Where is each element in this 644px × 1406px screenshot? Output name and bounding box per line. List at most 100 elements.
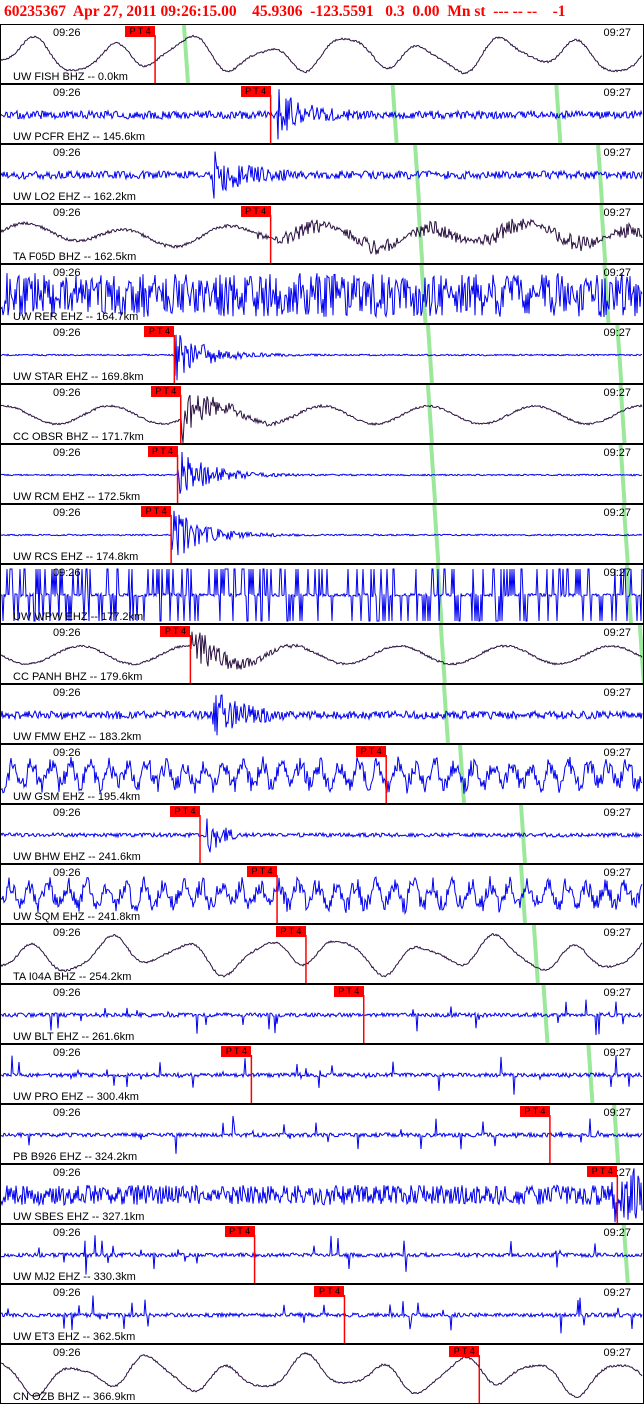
trace-plot bbox=[1, 925, 643, 983]
green-marker-line bbox=[432, 505, 441, 563]
trace-panel: 09:26 09:27 P T 4 TA F05D BHZ -- 162.5km bbox=[0, 204, 644, 264]
trace-panel: 09:26 09:27 UW RER EHZ -- 164.7km bbox=[0, 264, 644, 324]
tick-label-start: 09:26 bbox=[53, 327, 81, 339]
trace-plot bbox=[1, 1295, 643, 1343]
tick-label-end: 09:27 bbox=[603, 927, 631, 939]
trace-plot bbox=[1, 1168, 643, 1223]
tick-label-start: 09:26 bbox=[53, 1347, 81, 1359]
trace-plot bbox=[1, 1351, 643, 1403]
green-marker-line bbox=[596, 145, 605, 203]
tick-label-end: 09:27 bbox=[603, 987, 631, 999]
station-label: UW ET3 EHZ -- 362.5km bbox=[13, 1331, 136, 1343]
green-marker-line bbox=[612, 1105, 621, 1163]
station-label: PB B926 EHZ -- 324.2km bbox=[13, 1151, 138, 1163]
pick-flag: P T 4 bbox=[125, 26, 156, 37]
waveform-line bbox=[1, 273, 643, 319]
tick-label-end: 09:27 bbox=[603, 627, 631, 639]
station-label: UW PCFR EHZ -- 145.6km bbox=[13, 131, 146, 143]
pick-flag: P T 4 bbox=[333, 986, 364, 997]
tick-label-end: 09:27 bbox=[603, 267, 631, 279]
station-label: CC PANH BHZ -- 179.6km bbox=[13, 671, 143, 683]
waveform-line bbox=[1, 631, 643, 670]
tick-label-start: 09:26 bbox=[53, 1167, 81, 1179]
green-marker-line bbox=[621, 1225, 630, 1283]
seismogram-stack: 09:26 09:27 P T 4 UW FISH BHZ -- 0.0km 09:26… bbox=[0, 24, 644, 1406]
tick-label-end: 09:27 bbox=[603, 747, 631, 759]
waveform-line bbox=[1, 218, 643, 255]
tick-label-end: 09:27 bbox=[603, 1107, 631, 1119]
waveform-line bbox=[1, 875, 643, 916]
trace-panel: 09:26 09:27 P T 4 CC OBSR BHZ -- 171.7km bbox=[0, 384, 644, 444]
station-label: UW LO2 EHZ -- 162.2km bbox=[13, 191, 136, 203]
waveform-line bbox=[1, 394, 643, 443]
green-marker-line bbox=[541, 985, 550, 1043]
waveform-line bbox=[1, 999, 643, 1036]
green-marker-line bbox=[599, 205, 608, 263]
trace-plot bbox=[1, 1225, 643, 1283]
green-marker-line bbox=[618, 385, 627, 443]
trace-plot bbox=[1, 385, 643, 443]
trace-panel: 09:26 09:27 P T 4 UW STAR EHZ -- 169.8km bbox=[0, 324, 644, 384]
trace-panel: 09:26 09:27 P T 4 UW PCFR EHZ -- 145.6km bbox=[0, 84, 644, 144]
trace-panel: 09:26 09:27 P T 4 UW RCS EHZ -- 174.8km bbox=[0, 504, 644, 564]
station-label: UW FMW EHZ -- 183.2km bbox=[13, 731, 142, 743]
waveform-line bbox=[1, 933, 643, 978]
trace-plot bbox=[1, 325, 643, 383]
trace-plot bbox=[1, 565, 643, 623]
station-label: UW RCS EHZ -- 174.8km bbox=[13, 551, 139, 563]
trace-panel: 09:26 09:27 P T 4 TA I04A BHZ -- 254.2km bbox=[0, 924, 644, 984]
tick-label-end: 09:27 bbox=[603, 1227, 631, 1239]
trace-plot bbox=[1, 505, 643, 563]
trace-panel: 09:26 09:27 UW LO2 EHZ -- 162.2km bbox=[0, 144, 644, 204]
green-marker-line bbox=[554, 85, 563, 143]
tick-label-start: 09:26 bbox=[53, 267, 81, 279]
event-header: 60235367 Apr 27, 2011 09:26:15.00 45.930… bbox=[0, 0, 644, 24]
waveform-line bbox=[1, 151, 643, 199]
trace-plot bbox=[1, 205, 643, 263]
trace-plot bbox=[1, 625, 643, 683]
tick-label-start: 09:26 bbox=[53, 1287, 81, 1299]
pick-flag: P T 4 bbox=[240, 206, 271, 217]
tick-label-start: 09:26 bbox=[53, 507, 81, 519]
waveform-line bbox=[1, 818, 643, 853]
tick-label-start: 09:26 bbox=[53, 807, 81, 819]
trace-plot bbox=[1, 25, 643, 83]
waveform-line bbox=[1, 1115, 643, 1154]
pick-flag: P T 4 bbox=[160, 626, 191, 637]
trace-panel: 09:26 09:27 P T 4 UW GSM EHZ -- 195.4km bbox=[0, 744, 644, 804]
waveform-line bbox=[1, 451, 643, 494]
tick-label-start: 09:26 bbox=[53, 867, 81, 879]
station-label: UW SQM EHZ -- 241.8km bbox=[13, 911, 141, 923]
trace-plot bbox=[1, 1105, 643, 1163]
waveform-line bbox=[1, 1055, 643, 1095]
pick-flag: P T 4 bbox=[356, 746, 387, 757]
tick-label-start: 09:26 bbox=[53, 627, 81, 639]
pick-flag: P T 4 bbox=[150, 386, 181, 397]
station-label: TA I04A BHZ -- 254.2km bbox=[13, 971, 132, 983]
tick-label-end: 09:27 bbox=[603, 1287, 631, 1299]
trace-plot bbox=[1, 445, 643, 503]
pick-flag: P T 4 bbox=[314, 1286, 345, 1297]
pick-flag: P T 4 bbox=[449, 1346, 480, 1357]
green-marker-line bbox=[624, 565, 633, 623]
trace-plot bbox=[1, 265, 643, 323]
station-label: TA F05D BHZ -- 162.5km bbox=[13, 251, 137, 263]
green-marker-line bbox=[531, 925, 540, 983]
tick-label-start: 09:26 bbox=[53, 1107, 81, 1119]
station-label: UW RER EHZ -- 164.7km bbox=[13, 311, 139, 323]
station-label: CN OZB BHZ -- 366.9km bbox=[13, 1391, 136, 1403]
station-label: UW SBES EHZ -- 327.1km bbox=[13, 1211, 145, 1223]
waveform-line bbox=[1, 89, 643, 140]
tick-label-start: 09:26 bbox=[53, 87, 81, 99]
tick-label-start: 09:26 bbox=[53, 927, 81, 939]
tick-label-end: 09:27 bbox=[603, 687, 631, 699]
trace-plot bbox=[1, 985, 643, 1043]
tick-label-end: 09:27 bbox=[603, 807, 631, 819]
station-label: UW GSM EHZ -- 195.4km bbox=[13, 791, 141, 803]
tick-label-start: 09:26 bbox=[53, 1227, 81, 1239]
green-marker-line bbox=[425, 325, 434, 383]
tick-label-end: 09:27 bbox=[603, 27, 631, 39]
tick-label-start: 09:26 bbox=[53, 207, 81, 219]
pick-flag: P T 4 bbox=[170, 806, 201, 817]
